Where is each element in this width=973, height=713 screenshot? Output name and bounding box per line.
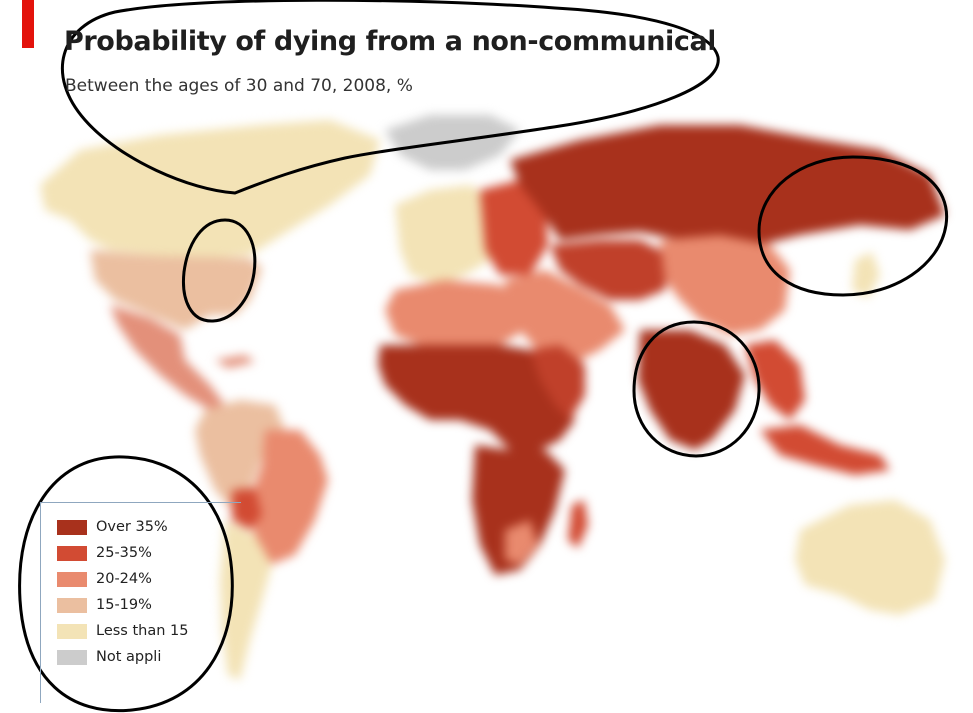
- region-south-america-west: [195, 400, 285, 510]
- region-usa: [90, 250, 262, 330]
- annotation-title-speech-bubble: [60, 0, 720, 195]
- annotation-east-asia-circle: [757, 155, 949, 297]
- annotation-legend-circle: [18, 455, 234, 713]
- legend-label: Less than 15: [96, 623, 189, 639]
- legend-swatch: [57, 649, 87, 665]
- legend-swatch: [57, 623, 87, 639]
- legend-label: Over 35%: [96, 519, 168, 535]
- legend-swatch: [57, 571, 87, 587]
- map-legend: Over 35% 25-35% 20-24% 15-19% Less than 15 No…: [40, 502, 241, 703]
- region-east-africa: [530, 345, 585, 420]
- annotation-india-circle: [632, 320, 761, 458]
- region-indonesia: [760, 425, 890, 475]
- region-russia: [510, 125, 945, 250]
- region-india: [638, 330, 745, 450]
- legend-item: Not appli: [57, 647, 161, 667]
- legend-label: 15-19%: [96, 597, 152, 613]
- region-bolivia: [232, 488, 262, 530]
- legend-item: Over 35%: [57, 517, 168, 537]
- region-caribbean: [215, 355, 255, 368]
- legend-label: 25-35%: [96, 545, 152, 561]
- legend-item: 20-24%: [57, 569, 152, 589]
- legend-swatch: [57, 545, 87, 561]
- region-australia: [795, 500, 945, 615]
- legend-swatch: [57, 597, 87, 613]
- map-regions: [40, 115, 945, 680]
- legend-swatch: [57, 519, 87, 535]
- region-sub-saharan-africa: [378, 345, 575, 450]
- region-mexico-central-america: [110, 305, 225, 410]
- legend-label: Not appli: [96, 649, 162, 665]
- region-western-europe: [395, 185, 500, 285]
- region-middle-east: [505, 270, 625, 365]
- legend-item: 25-35%: [57, 543, 152, 563]
- region-southeast-asia: [745, 340, 805, 420]
- annotation-marks: [18, 0, 949, 713]
- chart-subtitle: Between the ages of 30 and 70, 2008, %: [65, 76, 413, 96]
- region-south-africa-tip: [505, 520, 538, 565]
- legend-item: 15-19%: [57, 595, 152, 615]
- region-madagascar: [568, 500, 588, 548]
- region-southern-africa: [472, 445, 565, 575]
- region-eastern-europe: [480, 180, 548, 275]
- legend-item: Less than 15: [57, 621, 188, 641]
- region-north-africa: [385, 280, 525, 345]
- region-china: [660, 235, 790, 335]
- region-japan: [852, 252, 880, 298]
- region-brazil: [250, 430, 328, 565]
- publication-tag: [22, 0, 34, 48]
- chart-title: Probability of dying from a non-communic…: [64, 26, 714, 57]
- annotation-usa-circle: [181, 218, 257, 323]
- region-central-asia: [550, 240, 670, 300]
- region-south-america-south: [220, 520, 272, 680]
- legend-label: 20-24%: [96, 571, 152, 587]
